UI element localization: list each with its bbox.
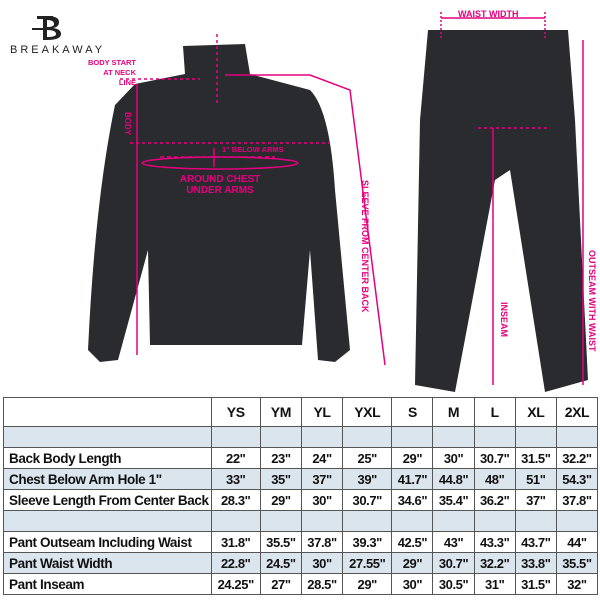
measurement-cell: 29" — [342, 573, 393, 595]
measurement-cell: 32.2" — [555, 447, 599, 469]
waist-width-label: WAIST WIDTH — [458, 9, 519, 19]
pants-shape — [415, 30, 588, 392]
measurement-cell: 30.7" — [473, 447, 516, 469]
measurement-cell: 24.25" — [210, 573, 261, 595]
measurement-cell: 32.2" — [473, 552, 516, 574]
measurement-cell: 37.8" — [555, 489, 599, 511]
breakaway-logo-icon — [32, 16, 61, 40]
measurement-cell: 48" — [473, 468, 516, 490]
jacket-shape — [88, 44, 350, 362]
measurement-cell: 27" — [259, 573, 302, 595]
measurement-cell: 41.7" — [391, 468, 434, 490]
measurement-cell: 29" — [391, 552, 434, 574]
measurement-cell: 31" — [473, 573, 516, 595]
table-row: Pant Waist Width 22.8" 24.5" 30" 27.55" 29" 30… — [3, 552, 599, 574]
measurement-cell: 29" — [391, 447, 434, 469]
body-start-label: BODY START AT NECK LINE — [87, 58, 136, 87]
measurement-cell: 43" — [432, 531, 475, 553]
table-row: Pant Outseam Including Waist 31.8" 35.5" 37… — [3, 531, 599, 553]
size-header: YXL — [342, 397, 393, 427]
size-header: YL — [300, 397, 344, 427]
size-header: M — [432, 397, 475, 427]
spacer-row — [3, 510, 599, 532]
below-arms-label: 1" BELOW ARMS — [222, 145, 284, 154]
measurement-cell: 35.5" — [259, 531, 302, 553]
measurement-cell: 34.6" — [391, 489, 434, 511]
measurement-cell: 30" — [300, 489, 344, 511]
measurement-cell: 22.8" — [210, 552, 261, 574]
measurement-cell: 30.7" — [432, 552, 475, 574]
garment-illustration — [32, 12, 588, 392]
row-label: Chest Below Arm Hole 1" — [3, 468, 212, 490]
measurement-cell: 25" — [342, 447, 393, 469]
measurement-cell: 32" — [555, 573, 599, 595]
row-label: Back Body Length — [3, 447, 212, 469]
measurement-cell: 23" — [259, 447, 302, 469]
spacer-row — [3, 426, 599, 448]
measurement-cell: 29" — [259, 489, 302, 511]
measurement-cell: 39.3" — [342, 531, 393, 553]
measurement-cell: 33" — [210, 468, 261, 490]
outseam-label: OUTSEAM WITH WAIST — [587, 250, 597, 352]
measurement-cell: 43.3" — [473, 531, 516, 553]
measurement-cell: 44.8" — [432, 468, 475, 490]
measurement-cell: 37" — [514, 489, 557, 511]
measurement-cell: 54.3" — [555, 468, 599, 490]
table-row: Sleeve Length From Center Back 28.3" 29" 30… — [3, 489, 599, 511]
measurement-cell: 35.5" — [555, 552, 599, 574]
measurement-cell: 24.5" — [259, 552, 302, 574]
measurement-cell: 31.5" — [514, 573, 557, 595]
sleeve-label: SLEEVE FROM CENTER BACK — [360, 180, 370, 313]
measurement-cell: 30" — [300, 552, 344, 574]
measurement-cell: 31.5" — [514, 447, 557, 469]
measurement-cell: 51" — [514, 468, 557, 490]
size-header: S — [391, 397, 434, 427]
size-header: 2XL — [555, 397, 599, 427]
table-row: Pant Inseam 24.25" 27" 28.5" 29" 30" 30.5" 31" 3… — [3, 573, 599, 595]
measurement-cell: 22" — [210, 447, 261, 469]
inseam-label: INSEAM — [499, 302, 509, 338]
measurement-cell: 31.8" — [210, 531, 261, 553]
size-table: YS YM YL YXL S M L XL 2XL Back Body Leng… — [3, 397, 599, 595]
size-header: XL — [514, 397, 557, 427]
measurement-cell: 43.7" — [514, 531, 557, 553]
table-row: Chest Below Arm Hole 1" 33" 35" 37" 39" 41.7"… — [3, 468, 599, 490]
measurement-cell: 28.5" — [300, 573, 344, 595]
row-label: Pant Waist Width — [3, 552, 212, 574]
row-label: Pant Outseam Including Waist — [3, 531, 212, 553]
measurement-cell: 35" — [259, 468, 302, 490]
measurement-cell: 30" — [432, 447, 475, 469]
brand-name: BREAKAWAY — [10, 44, 106, 56]
around-chest-label: AROUND CHEST UNDER ARMS — [179, 174, 261, 196]
measurement-cell: 27.55" — [342, 552, 393, 574]
measurement-cell: 30.7" — [342, 489, 393, 511]
measurement-cell: 39" — [342, 468, 393, 490]
size-header: L — [473, 397, 516, 427]
row-label: Sleeve Length From Center Back — [3, 489, 212, 511]
size-header-row: YS YM YL YXL S M L XL 2XL — [3, 397, 599, 427]
measurement-cell: 37.8" — [300, 531, 344, 553]
size-header: YM — [259, 397, 302, 427]
measurement-cell: 44" — [555, 531, 599, 553]
measurement-cell: 36.2" — [473, 489, 516, 511]
measurement-cell: 24" — [300, 447, 344, 469]
measurement-cell: 35.4" — [432, 489, 475, 511]
measurement-cell: 30.5" — [432, 573, 475, 595]
measurement-cell: 33.8" — [514, 552, 557, 574]
row-label: Pant Inseam — [3, 573, 212, 595]
table-row: Back Body Length 22" 23" 24" 25" 29" 30" 30.7" 3… — [3, 447, 599, 469]
measurement-cell: 42.5" — [391, 531, 434, 553]
measurement-cell: 37" — [300, 468, 344, 490]
measurement-cell: 30" — [391, 573, 434, 595]
size-header: YS — [210, 397, 261, 427]
measurement-cell: 28.3" — [210, 489, 261, 511]
body-label: BODY — [123, 112, 132, 136]
